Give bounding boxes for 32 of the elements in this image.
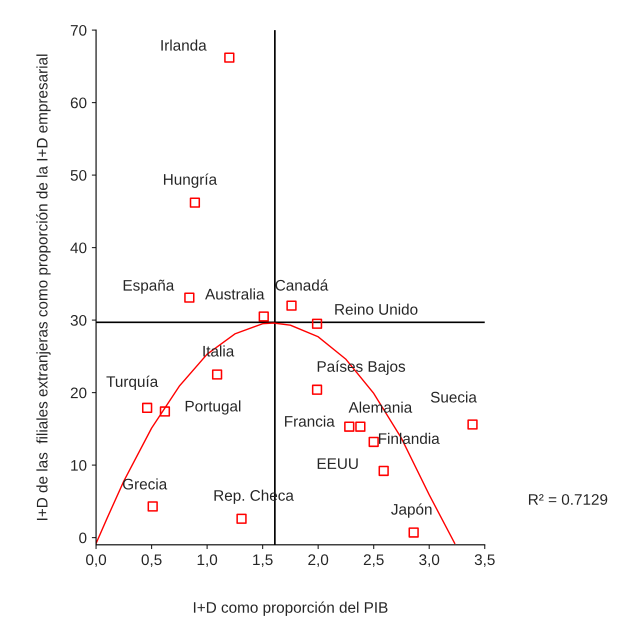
annotation: Irlanda — [161, 40, 207, 51]
y-tick-label: 20 — [70, 387, 86, 398]
x-tick-label: 3,5 — [474, 554, 495, 567]
annotation: EEUU — [318, 458, 358, 470]
annotation: Australia — [205, 288, 264, 300]
x-tick-label: 1,5 — [253, 554, 273, 567]
annotation: Francia — [285, 416, 335, 427]
annotation: Japón — [391, 503, 432, 518]
y-tick-label: 30 — [70, 314, 86, 326]
y-tick-label: 50 — [70, 170, 86, 181]
x-tick-label: 2,0 — [308, 554, 328, 567]
x-axis-title: I+D como proporción del PIB — [194, 601, 388, 616]
y-tick-label: 70 — [70, 24, 86, 36]
x-tick-label: 1,0 — [198, 554, 218, 567]
y-tick-label: 60 — [70, 97, 86, 108]
annotation: Suecia — [430, 391, 477, 403]
annotation: Hungría — [164, 173, 218, 188]
x-tick-label: 0,5 — [142, 554, 162, 567]
y-axis-title: I+D de las filiales extranjeras como proporción de la I+D empresarial — [36, 54, 51, 520]
y-tick-label: 40 — [70, 242, 86, 254]
x-tick-label: 0,0 — [86, 554, 106, 567]
annotation: Grecia — [122, 478, 168, 490]
annotation: Portugal — [186, 400, 240, 415]
annotation: Canadá — [276, 279, 328, 291]
y-tick-label: 0 — [79, 532, 86, 544]
x-tick-label: 2,5 — [364, 554, 384, 567]
annotation: Turquía — [106, 376, 158, 390]
y-tick-label: 10 — [71, 460, 86, 471]
annotation: España — [124, 280, 174, 294]
annotation: Reino Unido — [335, 304, 418, 315]
x-tick-label: 3,0 — [419, 554, 440, 567]
text: R² = 0.7129 — [528, 494, 608, 505]
